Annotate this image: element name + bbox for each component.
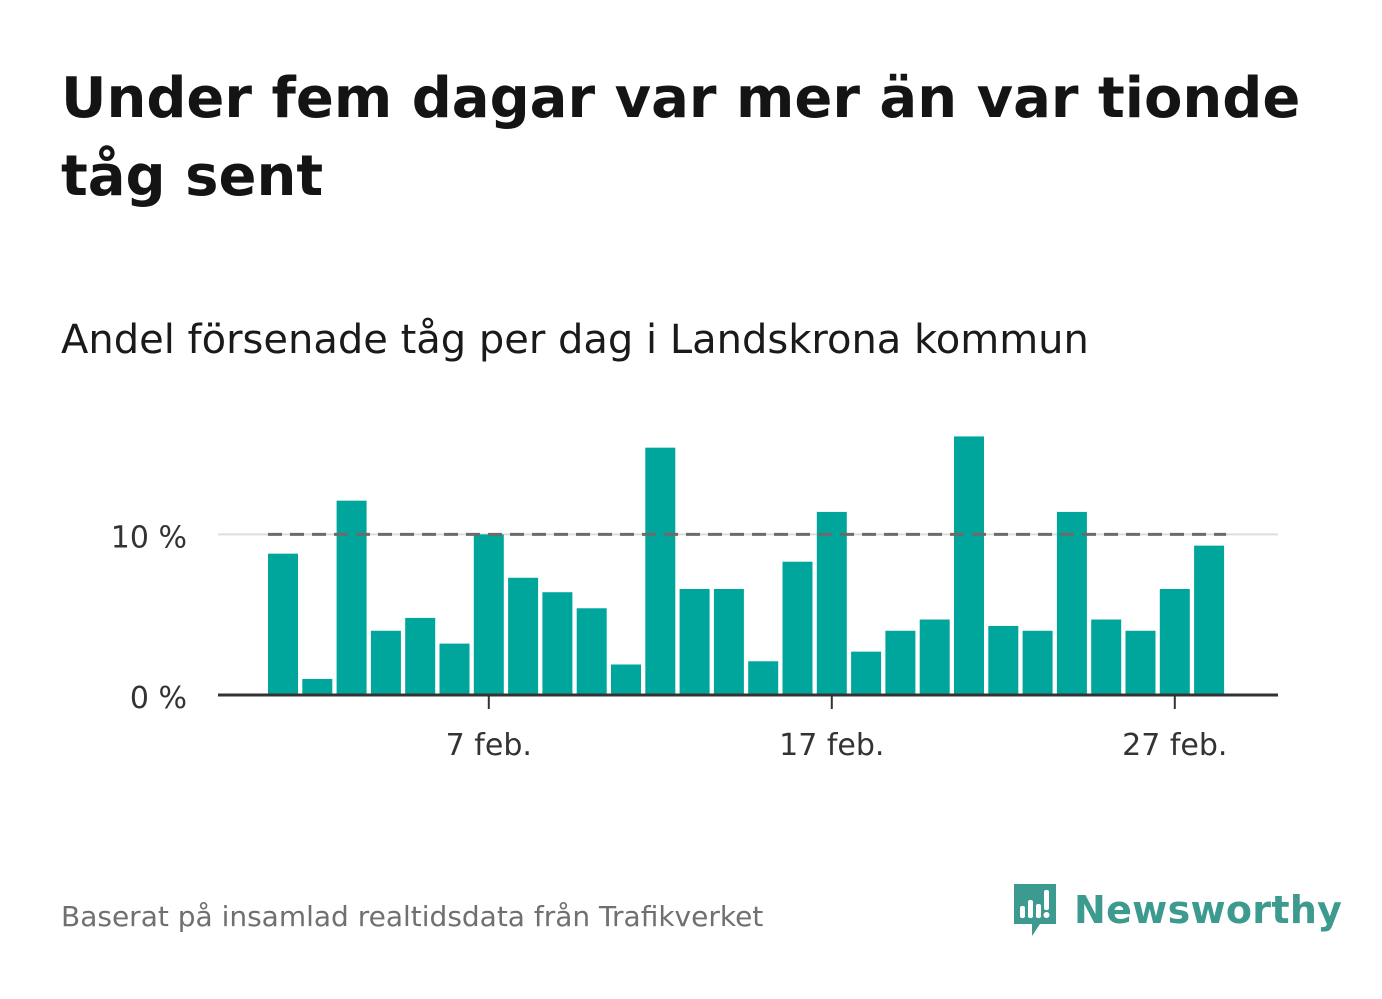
y-tick-label: 10 % <box>111 520 187 555</box>
bar <box>1159 589 1190 695</box>
bar <box>370 630 401 695</box>
bar <box>1056 511 1087 695</box>
brand-name: Newsworthy <box>1074 888 1343 932</box>
bar <box>1125 630 1156 695</box>
bar <box>439 643 470 695</box>
bar <box>611 664 641 695</box>
bar <box>816 511 847 695</box>
bar <box>645 447 676 695</box>
bar <box>919 619 950 695</box>
bar <box>679 589 710 695</box>
bar <box>508 577 539 695</box>
newsworthy-logo-icon <box>1014 884 1056 936</box>
bar <box>576 608 607 695</box>
bar <box>1194 545 1225 695</box>
bar <box>713 589 744 695</box>
bar <box>473 534 504 695</box>
bars <box>268 436 1225 695</box>
source-note: Baserat på insamlad realtidsdata från Tr… <box>61 900 764 933</box>
brand: Newsworthy <box>1010 878 1342 942</box>
y-tick-label: 0 % <box>130 681 187 716</box>
x-tick-label: 17 feb. <box>779 728 884 763</box>
bar <box>1022 630 1053 695</box>
bar <box>336 500 367 695</box>
bar <box>268 553 298 695</box>
axes: 0 % 10 % 7 feb. 17 feb. 27 feb. <box>111 520 1278 763</box>
bar <box>988 625 1019 695</box>
bar <box>748 661 779 695</box>
bar <box>782 561 813 695</box>
bar <box>1091 619 1122 695</box>
bar <box>405 617 436 695</box>
x-tick-label: 27 feb. <box>1122 728 1227 763</box>
bar <box>885 630 916 695</box>
x-tick-label: 7 feb. <box>446 728 532 763</box>
chart-title: Under fem dagar var mer än var tionde tå… <box>61 66 1301 209</box>
bar <box>302 678 333 695</box>
bar <box>542 592 573 695</box>
chart-subtitle: Andel försenade tåg per dag i Landskrona… <box>61 317 1089 363</box>
bar <box>851 651 882 695</box>
bar <box>954 436 984 695</box>
